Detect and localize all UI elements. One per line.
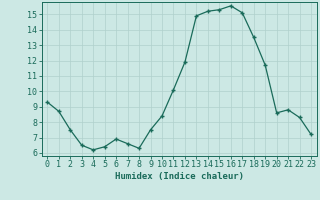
X-axis label: Humidex (Indice chaleur): Humidex (Indice chaleur) [115,172,244,181]
